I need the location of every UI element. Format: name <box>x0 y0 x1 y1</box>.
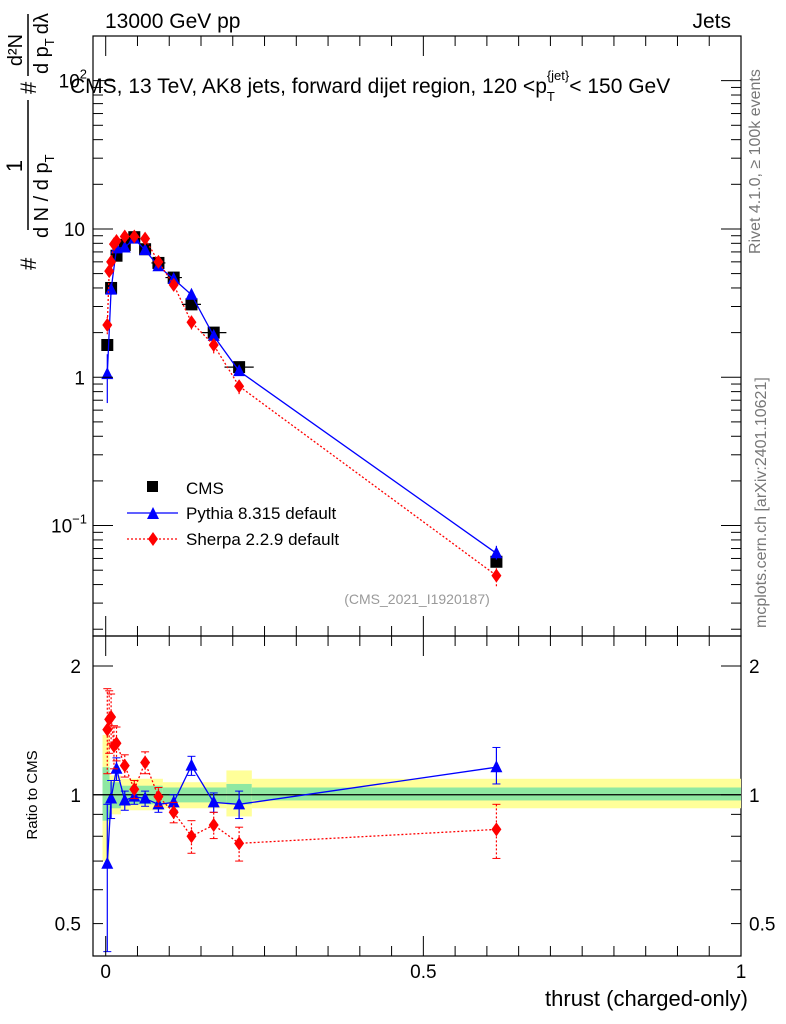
title-main: CMS, 13 TeV, AK8 jets, forward dijet reg… <box>70 75 547 98</box>
data-point <box>101 367 114 380</box>
ratio-y-tick-label-left: 1 <box>70 786 81 807</box>
ratio-series-pythia <box>101 746 503 953</box>
main-y-tick-label: 10−1 <box>51 512 87 538</box>
ratio-data-point <box>490 760 503 773</box>
data-point <box>168 277 179 292</box>
main-y-tick-label: 10 <box>64 220 85 241</box>
data-point <box>233 364 246 377</box>
data-point <box>153 254 164 269</box>
data-point <box>490 546 503 559</box>
ratio-data-point <box>167 795 180 808</box>
legend-label-cms: CMS <box>186 479 224 498</box>
ylabel-denominator: d N / d pT <box>31 154 57 238</box>
ylabel-hash: # <box>16 257 41 270</box>
ratio-data-point <box>101 856 114 869</box>
data-point <box>491 568 502 583</box>
mcplots-label: mcplots.cern.ch [arXiv:2401.10621] <box>753 377 770 628</box>
ratio-data-point <box>129 782 140 797</box>
ratio-data-point <box>140 755 151 770</box>
ratio-y-tick-label-right: 2 <box>749 657 760 678</box>
ratio-y-axis-label: Ratio to CMS <box>24 750 41 839</box>
title-tail: < 150 GeV <box>569 75 670 98</box>
data-point <box>102 318 113 333</box>
data-point <box>101 338 114 351</box>
ratio-data-point <box>105 791 118 804</box>
legend-marker-pythia <box>147 507 159 519</box>
x-axis-label: thrust (charged-only) <box>545 986 748 1011</box>
ratio-data-point <box>139 791 152 804</box>
ylabel-one: 1 <box>2 160 27 172</box>
ratio-band-inner <box>251 787 741 801</box>
ratio-y-tick-label-right: 1 <box>749 786 760 807</box>
ratio-band-inner <box>102 767 110 821</box>
data-point <box>111 233 122 248</box>
rivet-version-label: Rivet 4.1.0, ≥ 100k events <box>747 69 764 254</box>
x-tick-label: 0 <box>100 962 111 983</box>
main-clip-group <box>101 229 503 587</box>
analysis-watermark: (CMS_2021_I1920187) <box>344 591 490 607</box>
title-subscript: T <box>547 89 555 104</box>
ratio-series-line <box>106 715 497 845</box>
title-superscript: {jet} <box>547 68 570 83</box>
ratio-data-point <box>208 817 219 832</box>
x-tick-label: 1 <box>736 962 747 983</box>
main-y-axis-label: # 1 d N / d pT # d²N d pTdλ <box>2 13 57 270</box>
ratio-data-point <box>119 758 130 773</box>
data-point <box>118 240 131 253</box>
series-sherpa <box>102 229 502 587</box>
series-line <box>106 235 497 577</box>
ratio-data-point <box>106 709 117 724</box>
data-point <box>490 555 503 568</box>
ratio-data-point <box>234 836 245 851</box>
ratio-data-point <box>168 805 179 820</box>
ratio-data-point <box>491 822 502 837</box>
data-point <box>139 243 152 256</box>
data-point <box>140 231 151 246</box>
legend-label-sherpa: Sherpa 2.2.9 default <box>186 530 339 549</box>
main-y-tick-label: 1 <box>74 368 85 389</box>
header-collision-label: 13000 GeV pp <box>105 10 240 33</box>
legend-label-pythia: Pythia 8.315 default <box>186 504 337 523</box>
main-y-tick-label: 102 <box>59 67 87 93</box>
ratio-series-sherpa <box>102 688 502 862</box>
ratio-y-tick-label-right: 0.5 <box>749 915 775 936</box>
ratio-data-point <box>118 793 131 806</box>
ylabel-hash2: # <box>16 81 41 94</box>
data-point <box>119 229 130 244</box>
ratio-data-point <box>111 736 122 751</box>
main-plot-area: 102 10 1 10−1 <box>51 35 742 636</box>
ratio-plot-area: 0 0.5 1 2 2 1 1 0.5 0.5 <box>55 636 775 983</box>
ratio-data-point <box>186 829 197 844</box>
main-axis-ticks <box>93 35 742 636</box>
ratio-y-tick-label-left: 0.5 <box>55 915 81 936</box>
legend-marker-cms <box>147 481 158 492</box>
ylabel-dpt-dlambda: d pTdλ <box>31 13 57 74</box>
legend: CMS Pythia 8.315 default Sherpa 2.2.9 de… <box>127 479 339 549</box>
data-point <box>208 337 219 352</box>
ratio-y-tick-label-left: 2 <box>70 657 81 678</box>
data-point <box>185 287 198 300</box>
data-point <box>207 328 220 341</box>
ratio-data-point <box>153 789 164 804</box>
plot-title: CMS, 13 TeV, AK8 jets, forward dijet reg… <box>70 68 670 104</box>
data-point <box>185 298 198 311</box>
data-point <box>234 379 245 394</box>
ratio-data-point <box>185 758 198 771</box>
data-point <box>106 254 117 269</box>
header-jets-label: Jets <box>692 10 731 33</box>
legend-marker-sherpa <box>148 532 158 546</box>
series-line <box>106 237 497 554</box>
ratio-clip-group <box>93 688 741 953</box>
data-point <box>186 315 197 330</box>
ratio-data-point <box>233 797 246 810</box>
ratio-data-point <box>110 761 123 774</box>
x-tick-label: 0.5 <box>410 962 436 983</box>
ratio-data-point <box>207 795 220 808</box>
data-point <box>129 229 140 244</box>
ylabel-d2n: d²N <box>5 34 27 66</box>
